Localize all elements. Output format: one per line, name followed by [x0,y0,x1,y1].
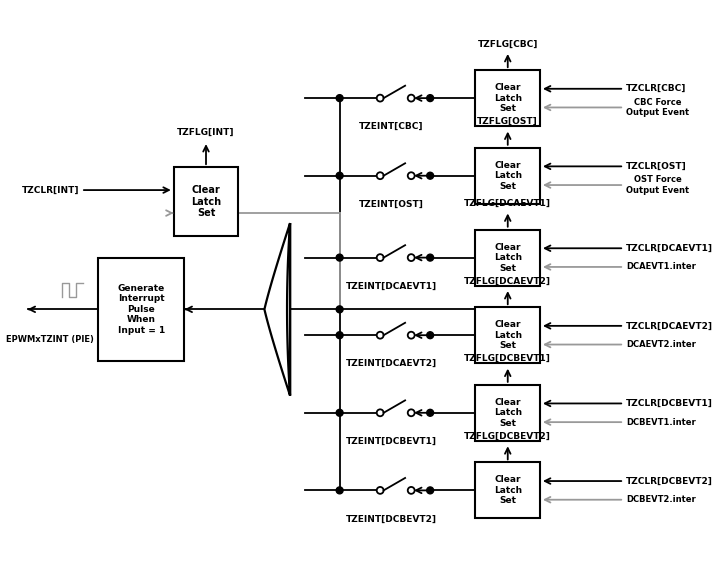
Circle shape [426,254,434,261]
Circle shape [336,95,343,102]
Circle shape [336,409,343,416]
Text: TZFLG[DCAEVT1]: TZFLG[DCAEVT1] [464,199,551,208]
Text: DCBEVT1.inter: DCBEVT1.inter [626,417,696,427]
Circle shape [426,409,434,416]
Text: TZCLR[DCBEVT2]: TZCLR[DCBEVT2] [626,477,712,485]
Bar [476,70,540,126]
Circle shape [426,487,434,494]
Circle shape [336,172,343,179]
Text: Clear
Latch
Set: Clear Latch Set [493,321,522,350]
Circle shape [408,172,414,179]
Text: EPWMxTZINT (PIE): EPWMxTZINT (PIE) [6,335,94,344]
Text: TZFLG[OST]: TZFLG[OST] [477,117,538,126]
Circle shape [408,332,414,339]
Circle shape [377,409,384,416]
Circle shape [426,172,434,179]
Text: Clear
Latch
Set: Clear Latch Set [493,83,522,113]
Text: TZCLR[DCAEVT2]: TZCLR[DCAEVT2] [626,321,712,330]
Text: TZFLG[CBC]: TZFLG[CBC] [478,39,538,49]
Text: TZCLR[DCAEVT1]: TZCLR[DCAEVT1] [626,244,712,253]
Circle shape [408,409,414,416]
Bar [476,463,540,518]
Text: TZEINT[CBC]: TZEINT[CBC] [359,122,424,131]
Circle shape [377,332,384,339]
Bar [174,167,239,236]
Circle shape [377,172,384,179]
Text: Clear
Latch
Set: Clear Latch Set [493,242,522,272]
Circle shape [336,306,343,313]
Text: Clear
Latch
Set: Clear Latch Set [191,185,221,218]
Text: OST Force
Output Event: OST Force Output Event [626,176,689,195]
Text: TZEINT[DCAEVT2]: TZEINT[DCAEVT2] [346,359,437,368]
Bar [476,148,540,204]
Circle shape [426,332,434,339]
Text: TZCLR[CBC]: TZCLR[CBC] [626,85,686,93]
Text: TZEINT[DCBEVT2]: TZEINT[DCBEVT2] [346,515,437,524]
Text: TZEINT[OST]: TZEINT[OST] [359,200,424,209]
Text: TZFLG[INT]: TZFLG[INT] [177,128,235,137]
Circle shape [408,254,414,261]
Bar [476,307,540,363]
Text: TZEINT[DCAEVT1]: TZEINT[DCAEVT1] [346,282,437,291]
Text: Generate
Interrupt
Pulse
When
Input = 1: Generate Interrupt Pulse When Input = 1 [117,284,165,335]
Text: DCBEVT2.inter: DCBEVT2.inter [626,495,696,504]
Text: Clear
Latch
Set: Clear Latch Set [493,161,522,191]
Polygon shape [264,223,290,396]
Circle shape [377,95,384,102]
Circle shape [408,487,414,494]
Text: Clear
Latch
Set: Clear Latch Set [493,475,522,505]
Text: TZCLR[INT]: TZCLR[INT] [22,185,79,194]
Text: TZCLR[DCBEVT1]: TZCLR[DCBEVT1] [626,399,712,408]
Text: TZEINT[DCBEVT1]: TZEINT[DCBEVT1] [346,437,437,446]
Circle shape [377,487,384,494]
Circle shape [426,95,434,102]
Text: Clear
Latch
Set: Clear Latch Set [493,398,522,428]
Circle shape [336,332,343,339]
Text: TZFLG[DCBEVT1]: TZFLG[DCBEVT1] [464,354,551,363]
Text: TZFLG[DCBEVT2]: TZFLG[DCBEVT2] [464,432,551,441]
Text: TZFLG[DCAEVT2]: TZFLG[DCAEVT2] [464,276,551,286]
Text: CBC Force
Output Event: CBC Force Output Event [626,98,689,117]
Bar [476,384,540,441]
Circle shape [336,487,343,494]
Circle shape [377,254,384,261]
Bar [98,258,184,361]
Text: DCAEVT1.inter: DCAEVT1.inter [626,262,696,271]
Text: DCAEVT2.inter: DCAEVT2.inter [626,340,696,349]
Circle shape [408,95,414,102]
Bar [476,230,540,286]
Text: TZCLR[OST]: TZCLR[OST] [626,162,686,171]
Circle shape [336,254,343,261]
